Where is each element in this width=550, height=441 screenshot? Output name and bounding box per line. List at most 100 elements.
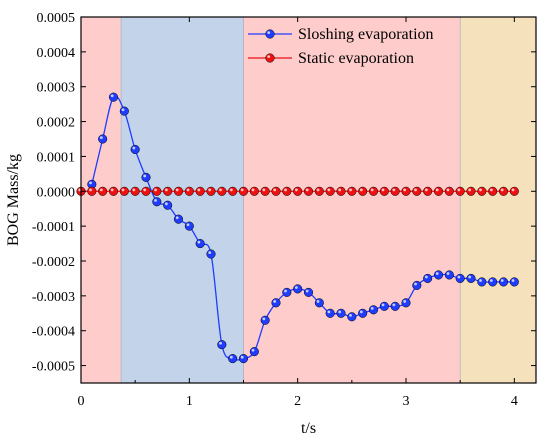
data-point	[401, 298, 411, 308]
legend-marker	[265, 29, 275, 39]
data-point	[379, 186, 389, 196]
data-point	[358, 186, 368, 196]
data-point	[509, 186, 519, 196]
data-point	[130, 186, 140, 196]
data-point	[260, 315, 270, 325]
data-point	[347, 312, 357, 322]
background-band-4	[460, 17, 536, 383]
x-axis-title: t/s	[301, 420, 316, 437]
y-tick-label: 0.0001	[37, 150, 76, 165]
data-point	[173, 186, 184, 196]
data-point	[379, 301, 389, 311]
data-point	[314, 298, 324, 308]
data-point	[498, 186, 509, 196]
data-point	[163, 186, 173, 196]
data-point	[206, 186, 216, 196]
data-point	[228, 186, 238, 196]
data-point	[368, 305, 379, 315]
legend-marker	[265, 53, 275, 63]
data-point	[358, 308, 368, 318]
data-point	[152, 197, 162, 207]
data-point	[173, 214, 184, 224]
data-point	[206, 249, 216, 259]
data-point	[282, 186, 292, 196]
data-point	[195, 186, 205, 196]
data-point	[184, 221, 194, 231]
data-point	[119, 106, 129, 116]
x-tick-label: 4	[511, 394, 518, 409]
data-point	[293, 284, 303, 294]
data-point	[87, 186, 97, 196]
series-1	[87, 92, 519, 364]
data-point	[141, 186, 151, 196]
data-point	[347, 186, 357, 196]
data-point	[303, 186, 314, 196]
data-point	[325, 186, 335, 196]
data-point	[477, 186, 487, 196]
data-point	[217, 340, 227, 350]
data-point	[282, 287, 292, 297]
data-point	[108, 92, 119, 102]
data-point	[444, 186, 454, 196]
data-point	[119, 186, 129, 196]
data-point	[488, 277, 498, 287]
data-point	[260, 186, 270, 196]
data-point	[488, 186, 498, 196]
data-point	[108, 186, 119, 196]
data-point	[390, 186, 400, 196]
data-point	[390, 301, 400, 311]
data-point	[412, 186, 422, 196]
y-tick-label: -0.0001	[32, 220, 75, 235]
data-point	[455, 186, 465, 196]
data-point	[249, 347, 259, 357]
data-point	[423, 186, 433, 196]
data-point	[423, 273, 433, 283]
x-axis: 0 1 2 3 4	[78, 17, 518, 409]
data-point	[249, 186, 259, 196]
data-point	[466, 186, 476, 196]
background-band-1	[81, 17, 122, 383]
data-point	[130, 144, 140, 155]
data-point	[336, 186, 346, 196]
plot-frame	[80, 16, 537, 384]
background-band-3	[243, 17, 461, 383]
data-point	[433, 270, 444, 280]
data-point	[401, 186, 411, 196]
data-point	[217, 186, 227, 196]
data-point	[303, 287, 314, 297]
data-point	[314, 186, 324, 196]
y-tick-label: 0.0000	[37, 185, 76, 200]
background-bands	[81, 17, 536, 383]
data-point	[477, 277, 487, 287]
data-point	[271, 298, 281, 308]
y-tick-label: 0.0003	[37, 81, 76, 96]
y-tick-label: -0.0004	[32, 325, 75, 340]
y-axis-title: BOG Mass/kg	[5, 154, 22, 246]
x-tick-label: 1	[186, 394, 193, 409]
background-band-2	[121, 17, 244, 383]
series-2	[76, 186, 519, 196]
y-tick-label: -0.0005	[32, 360, 75, 375]
data-point	[152, 186, 162, 196]
y-tick-label: 0.0002	[37, 116, 76, 131]
data-point	[195, 239, 205, 249]
data-point	[184, 186, 194, 196]
data-point	[444, 270, 454, 280]
legend-label: Static evaporation	[298, 50, 414, 67]
legend-label: Sloshing evaporation	[298, 26, 434, 43]
data-point	[412, 280, 422, 290]
data-point	[455, 273, 465, 283]
data-point	[509, 277, 519, 287]
data-point	[98, 186, 108, 196]
y-tick-label: -0.0003	[32, 290, 75, 305]
y-tick-label: 0.0005	[37, 11, 76, 26]
data-point	[466, 273, 476, 283]
y-axis: 0.0005 0.0004 0.0003 0.0002 0.0001 0.0000 -0.0…	[32, 11, 536, 375]
data-point	[271, 186, 281, 196]
y-tick-label: 0.0004	[37, 46, 76, 61]
data-point	[238, 354, 249, 364]
x-tick-label: 0	[78, 394, 85, 409]
data-point	[498, 277, 509, 287]
x-tick-label: 3	[403, 394, 410, 409]
series-layer	[76, 92, 519, 364]
